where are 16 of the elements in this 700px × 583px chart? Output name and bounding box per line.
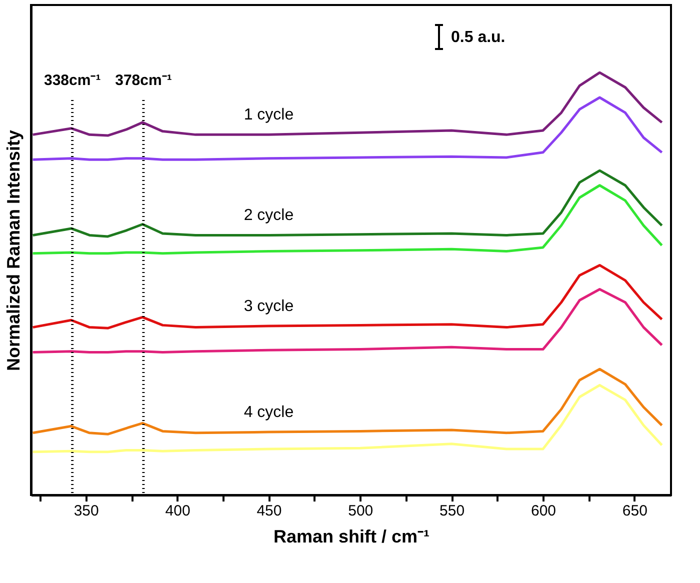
y-axis-title: Normalized Raman Intensity: [4, 130, 24, 372]
ref-line-label: 338cm⁻¹: [44, 72, 101, 89]
x-tick-label: 500: [348, 502, 374, 520]
x-axis-title: Raman shift / cm⁻¹: [273, 526, 430, 546]
annotation: 2 cycle: [244, 207, 294, 224]
x-tick-label: 400: [165, 502, 190, 520]
x-tick-label: 650: [622, 502, 648, 520]
ref-line-label: 378cm⁻¹: [115, 72, 172, 89]
x-tick-label: 350: [74, 502, 99, 520]
text: 0.5 a.u.: [451, 29, 506, 46]
x-tick-label: 550: [440, 502, 465, 520]
x-tick-label: 450: [256, 502, 282, 520]
annotation: 4 cycle: [244, 404, 294, 422]
annotation: 1 cycle: [244, 106, 294, 124]
x-tick-label: 600: [530, 502, 556, 520]
annotation: 3 cycle: [244, 298, 294, 316]
